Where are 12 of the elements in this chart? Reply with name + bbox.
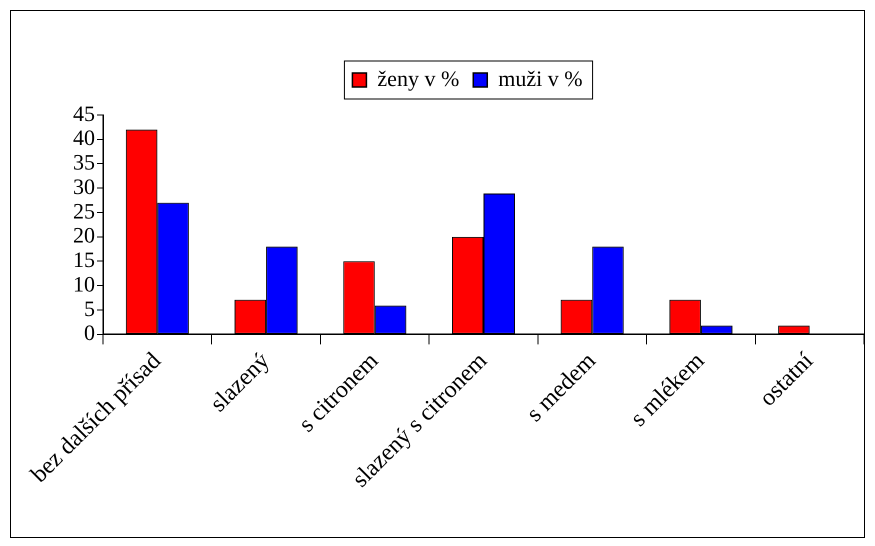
legend-label: ženy v %	[377, 66, 460, 91]
y-tick-label: 20	[73, 222, 95, 248]
y-tick-label: 5	[84, 296, 95, 321]
y-tick-label: 40	[73, 125, 95, 150]
y-tick-label: 45	[73, 100, 95, 126]
y-tick-label: 0	[84, 320, 95, 346]
y-tick-label: 30	[73, 174, 95, 199]
legend-label: muži v %	[498, 66, 583, 91]
y-tick-label: 25	[73, 198, 95, 224]
y-tick-label: 10	[73, 271, 95, 296]
y-tick-label: 15	[73, 247, 95, 272]
y-tick-label: 35	[73, 150, 95, 175]
